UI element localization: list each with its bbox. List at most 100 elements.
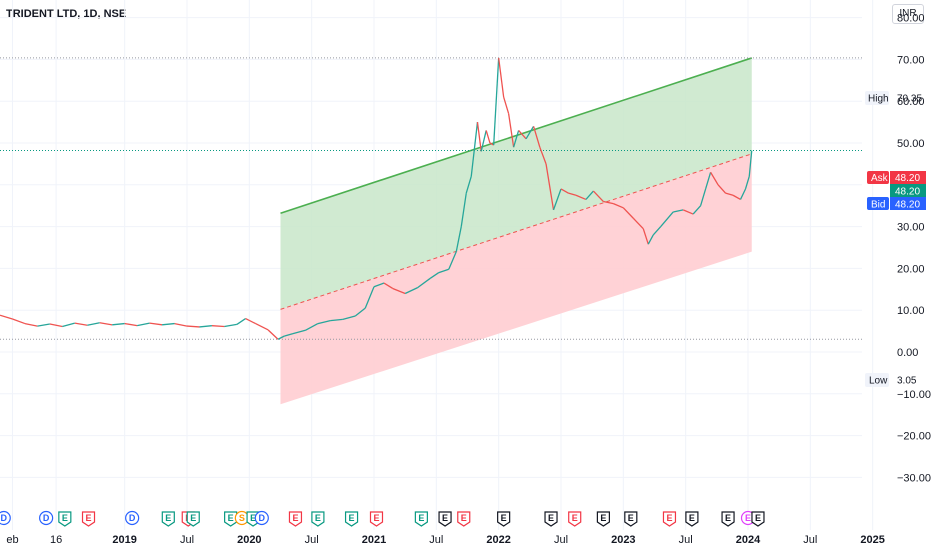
price-segment <box>429 272 440 279</box>
event-marker-label: E <box>292 513 298 523</box>
price-segment <box>24 322 38 327</box>
currency-button[interactable]: INR <box>892 4 924 24</box>
event-marker[interactable] <box>497 511 511 527</box>
price-segment <box>652 226 662 236</box>
price-segment <box>592 190 604 202</box>
event-marker-label: D <box>129 513 136 523</box>
y-tick-label: 70.00 <box>897 54 925 66</box>
price-segment <box>455 226 462 252</box>
price-segment <box>575 194 587 201</box>
event-marker[interactable] <box>58 511 72 527</box>
price-segment <box>342 315 356 321</box>
event-marker[interactable] <box>624 511 638 527</box>
event-marker[interactable] <box>161 511 175 527</box>
event-marker[interactable] <box>39 510 54 526</box>
y-tick-label: −30.00 <box>897 472 931 484</box>
price-segment <box>642 228 649 245</box>
event-marker-label: E <box>666 513 672 523</box>
event-marker[interactable] <box>288 511 303 527</box>
y-tick-label: 0.00 <box>897 347 918 359</box>
price-segment <box>632 217 644 230</box>
price-segment <box>507 113 515 148</box>
event-markers[interactable]: DDEEDEEEESEDEEEEEEEEEEEEEEEEE <box>0 510 765 527</box>
event-marker[interactable] <box>125 510 140 526</box>
price-segment <box>704 172 712 190</box>
event-marker-label: E <box>548 513 554 523</box>
price-segment <box>725 192 734 196</box>
event-marker[interactable] <box>751 511 765 527</box>
event-marker-label: D <box>259 513 266 523</box>
price-segment <box>739 188 747 200</box>
event-marker[interactable] <box>224 511 238 527</box>
event-marker[interactable] <box>414 511 428 527</box>
low-tag-bg <box>865 373 889 387</box>
price-segment <box>236 318 246 325</box>
event-marker[interactable] <box>685 511 699 527</box>
x-tick-label: 2024 <box>736 534 761 546</box>
event-marker[interactable] <box>0 510 11 526</box>
event-marker[interactable] <box>186 511 200 527</box>
event-marker[interactable] <box>596 511 610 527</box>
price-tags: High 70.35 Low 3.05 Ask 48.20 48.20 Bid … <box>865 91 926 387</box>
channel-lower-fill <box>280 153 752 405</box>
price-segment <box>245 317 256 325</box>
price-segment <box>493 57 500 146</box>
price-segment <box>74 322 88 326</box>
x-tick-label: eb <box>6 534 18 546</box>
x-tick-label: 2022 <box>486 534 510 546</box>
event-marker-label: E <box>745 513 751 523</box>
price-segment <box>364 286 375 309</box>
event-marker-label: E <box>190 513 196 523</box>
price-segment <box>112 322 125 326</box>
event-marker[interactable] <box>457 511 471 527</box>
price-segment <box>485 130 491 144</box>
event-marker[interactable] <box>568 511 582 527</box>
price-segment <box>465 176 472 194</box>
price-segment <box>532 126 541 148</box>
event-marker[interactable] <box>344 511 359 527</box>
x-tick-label: 2025 <box>860 534 884 546</box>
price-segment <box>292 329 306 335</box>
price-segment <box>438 268 450 274</box>
price-segment <box>470 122 479 177</box>
price-segment <box>404 287 418 295</box>
channel-middle-line[interactable] <box>280 153 752 310</box>
price-segment <box>673 209 684 213</box>
regression-channel[interactable] <box>280 57 752 405</box>
x-axis[interactable]: eb 16 2019 Jul 2020 Jul 2021 Jul 2022 Jul 2023 Jul 2… <box>6 534 885 546</box>
price-segment <box>330 318 343 322</box>
price-segment <box>710 171 719 186</box>
event-marker[interactable] <box>369 511 384 527</box>
price-segment <box>568 192 577 196</box>
price-segment <box>460 193 467 227</box>
price-segment <box>748 150 753 177</box>
y-tick-label: −20.00 <box>897 431 931 443</box>
y-axis[interactable]: 80.0070.0060.0050.0040.0030.0020.0010.00… <box>897 13 931 485</box>
event-marker-label: S <box>239 513 245 523</box>
ask-value: 48.20 <box>895 173 920 184</box>
high-tag-bg <box>865 91 889 105</box>
channel-upper-line[interactable] <box>280 57 752 214</box>
event-marker[interactable] <box>662 511 677 527</box>
price-segment <box>552 188 562 211</box>
event-marker[interactable] <box>254 510 269 526</box>
price-segment <box>518 130 527 140</box>
event-marker[interactable] <box>311 511 325 527</box>
price-segment <box>317 320 331 325</box>
event-marker-label: E <box>86 513 92 523</box>
price-segment <box>383 282 394 290</box>
x-tick-label: 2020 <box>237 534 261 546</box>
price-segment <box>37 323 50 327</box>
event-marker-label: E <box>165 513 171 523</box>
price-segment <box>277 335 285 340</box>
event-marker-label: E <box>373 513 379 523</box>
event-marker-label: E <box>572 513 578 523</box>
event-marker[interactable] <box>438 511 452 527</box>
price-segment <box>255 322 269 331</box>
event-marker[interactable] <box>81 511 96 527</box>
price-segment <box>392 287 406 295</box>
price-segment <box>162 322 175 326</box>
event-marker[interactable] <box>721 511 735 527</box>
event-marker[interactable] <box>544 511 558 527</box>
